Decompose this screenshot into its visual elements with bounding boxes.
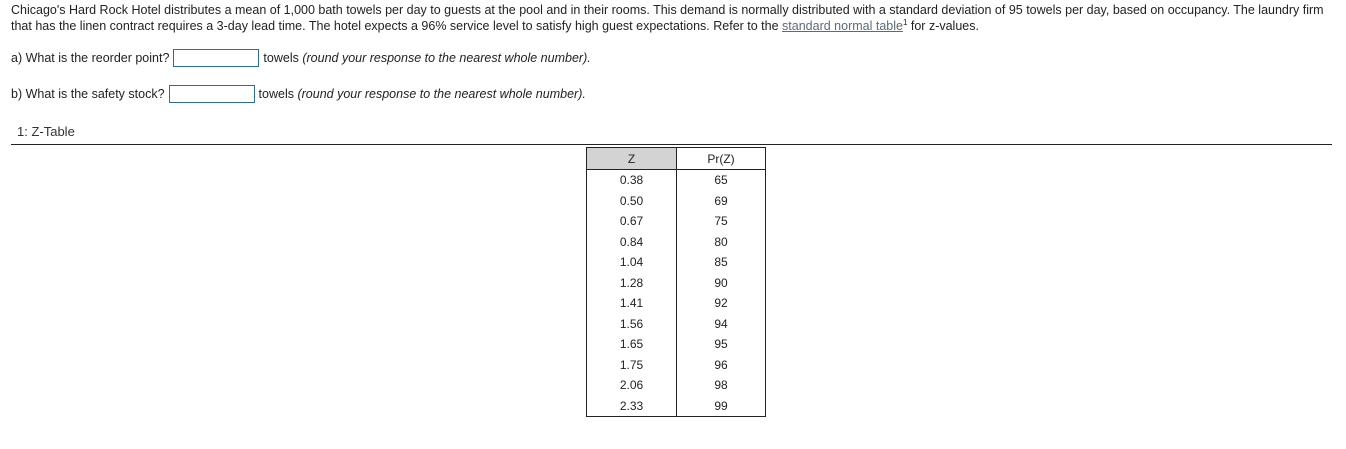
z-value: 0.50 (586, 190, 677, 211)
problem-text: Chicago's Hard Rock Hotel distributes a … (11, 3, 1324, 33)
z-value: 0.84 (586, 231, 677, 252)
table-row: 2.33 99 (586, 395, 766, 417)
z-value: 1.75 (586, 354, 677, 375)
table-row: 0.67 75 (586, 211, 766, 232)
table-row: 1.75 96 (586, 354, 766, 375)
footnote-label: 1: Z-Table (17, 124, 75, 139)
standard-normal-table-link[interactable]: standard normal table (782, 19, 903, 33)
prz-value: 92 (676, 293, 766, 314)
z-value: 1.41 (586, 293, 677, 314)
rounding-hint: (round your response to the nearest whol… (302, 51, 591, 65)
table-row: 1.41 92 (586, 293, 766, 314)
question-label: b) What is the safety stock? (11, 87, 165, 101)
prz-value: 96 (676, 354, 766, 375)
safety-stock-input[interactable] (168, 85, 255, 103)
z-value: 0.67 (586, 211, 677, 232)
problem-statement: Chicago's Hard Rock Hotel distributes a … (11, 2, 1331, 34)
unit-text: towels (round your response to the neare… (259, 87, 586, 101)
prz-value: 75 (676, 211, 766, 232)
prz-value: 95 (676, 334, 766, 355)
table-row: 0.84 80 (586, 231, 766, 252)
table-row: 1.56 94 (586, 313, 766, 334)
question-label: a) What is the reorder point? (11, 51, 170, 65)
prz-value: 80 (676, 231, 766, 252)
unit-label: towels (263, 51, 299, 65)
z-value: 0.38 (586, 169, 677, 191)
unit-label: towels (258, 87, 294, 101)
prz-value: 90 (676, 272, 766, 293)
z-table: Z Pr(Z) 0.38 65 0.50 69 0.67 75 0.84 80 1.04… (586, 147, 766, 417)
reorder-point-input[interactable] (173, 49, 260, 67)
table-row: 1.28 90 (586, 272, 766, 293)
unit-text: towels (round your response to the neare… (263, 51, 590, 65)
rounding-hint: (round your response to the nearest whol… (297, 87, 586, 101)
z-value: 1.04 (586, 252, 677, 273)
problem-text-end: for z-values. (907, 19, 979, 33)
footnote-divider (11, 144, 1332, 145)
table-row: 0.38 65 (586, 169, 766, 191)
z-value: 2.06 (586, 375, 677, 396)
z-value: 1.65 (586, 334, 677, 355)
prz-value: 94 (676, 313, 766, 334)
z-value: 2.33 (586, 395, 677, 417)
prz-column-header: Pr(Z) (676, 147, 766, 170)
table-row: 0.50 69 (586, 190, 766, 211)
z-value: 1.28 (586, 272, 677, 293)
prz-value: 65 (676, 169, 766, 191)
question-reorder-point: a) What is the reorder point? towels (ro… (11, 47, 591, 69)
z-value: 1.56 (586, 313, 677, 334)
prz-value: 69 (676, 190, 766, 211)
z-column-header: Z (586, 147, 677, 170)
z-table-header-row: Z Pr(Z) (586, 147, 766, 170)
footnote-marker: 1 (902, 17, 908, 27)
question-safety-stock: b) What is the safety stock? towels (rou… (11, 83, 586, 105)
prz-value: 99 (676, 395, 766, 417)
prz-value: 98 (676, 375, 766, 396)
prz-value: 85 (676, 252, 766, 273)
table-row: 1.04 85 (586, 252, 766, 273)
table-row: 1.65 95 (586, 334, 766, 355)
table-row: 2.06 98 (586, 375, 766, 396)
